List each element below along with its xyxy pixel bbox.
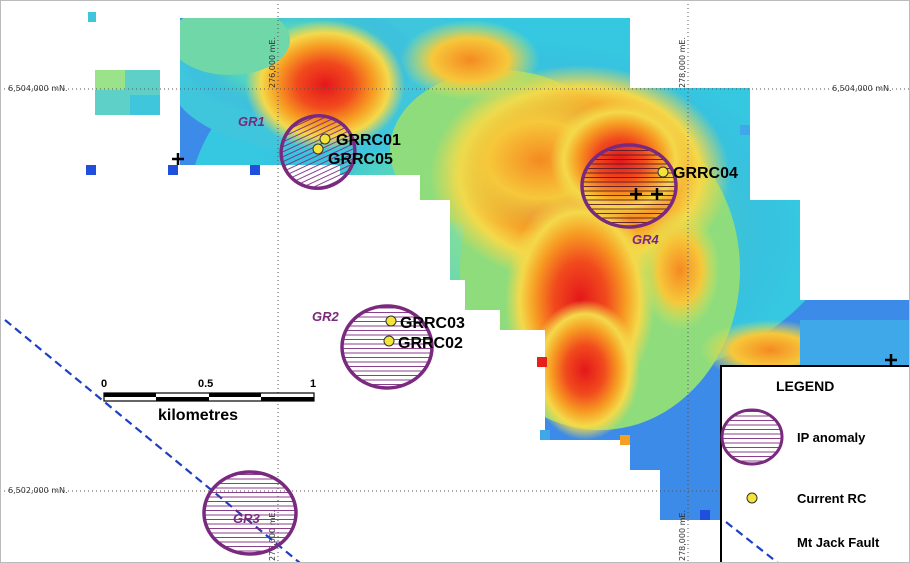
anomaly-label-gr4: GR4 <box>632 232 660 247</box>
ip-anomaly-gr4: GR4 <box>580 143 678 247</box>
northing-label-6502000-left: 6,502,000 mN. <box>8 486 68 495</box>
scale-bar: 0 0.5 1 kilometres <box>101 378 316 424</box>
drillhole-label-grrc05: GRRC05 <box>328 151 393 168</box>
legend-title: LEGEND <box>776 378 834 394</box>
legend-panel: LEGEND IP anomaly Current RC Mt Jack Fau… <box>720 365 910 563</box>
easting-label-276000-top: 276,000 mE. <box>268 37 277 88</box>
drillhole-label-grrc04: GRRC04 <box>673 165 738 182</box>
legend-fault-swatch <box>725 521 779 563</box>
cross-marker <box>651 188 663 200</box>
legend-drillhole-swatch <box>746 492 758 504</box>
legend-item-ip-anomaly: IP anomaly <box>720 408 866 466</box>
scale-tick-1: 1 <box>310 378 316 390</box>
legend-item-fault: Mt Jack Fault <box>725 521 880 563</box>
legend-label-ip-anomaly: IP anomaly <box>797 430 866 445</box>
legend-item-current-rc: Current RC <box>746 491 867 506</box>
scale-tick-0: 0 <box>101 378 107 390</box>
scale-tick-0-5: 0.5 <box>198 378 213 390</box>
drillhole-grrc05[interactable]: GRRC05 <box>312 143 393 168</box>
ip-anomaly-gr2: GR2 <box>312 304 434 390</box>
easting-label-278000-top: 278,000 mE. <box>678 37 687 88</box>
legend-label-current-rc: Current RC <box>797 491 867 506</box>
anomaly-label-gr3: GR3 <box>233 511 261 526</box>
ip-anomaly-gr3: GR3 <box>202 470 298 556</box>
anomaly-label-gr1: GR1 <box>238 114 265 129</box>
legend-label-fault: Mt Jack Fault <box>797 535 880 550</box>
northing-label-6504000-right: 6,504,000 mN. <box>832 84 892 93</box>
drillhole-grrc02[interactable]: GRRC02 <box>383 335 463 352</box>
drillhole-grrc01[interactable]: GRRC01 <box>319 132 401 149</box>
northing-label-6504000-left: 6,504,000 mN. <box>8 84 68 93</box>
cross-marker <box>630 188 642 200</box>
cross-marker <box>885 354 897 366</box>
easting-label-278000-bottom: 278,000 mE. <box>678 510 687 561</box>
scale-unit-label: kilometres <box>158 407 238 424</box>
drillhole-label-grrc01: GRRC01 <box>336 132 401 149</box>
drillhole-grrc03[interactable]: GRRC03 <box>385 315 465 332</box>
drillhole-grrc04[interactable]: GRRC04 <box>657 165 738 182</box>
anomaly-label-gr2: GR2 <box>312 309 340 324</box>
cross-marker <box>172 153 184 165</box>
drillhole-label-grrc02: GRRC02 <box>398 335 463 352</box>
historic-hole-markers <box>172 153 897 366</box>
drillhole-label-grrc03: GRRC03 <box>400 315 465 332</box>
legend-anomaly-swatch <box>720 408 784 466</box>
